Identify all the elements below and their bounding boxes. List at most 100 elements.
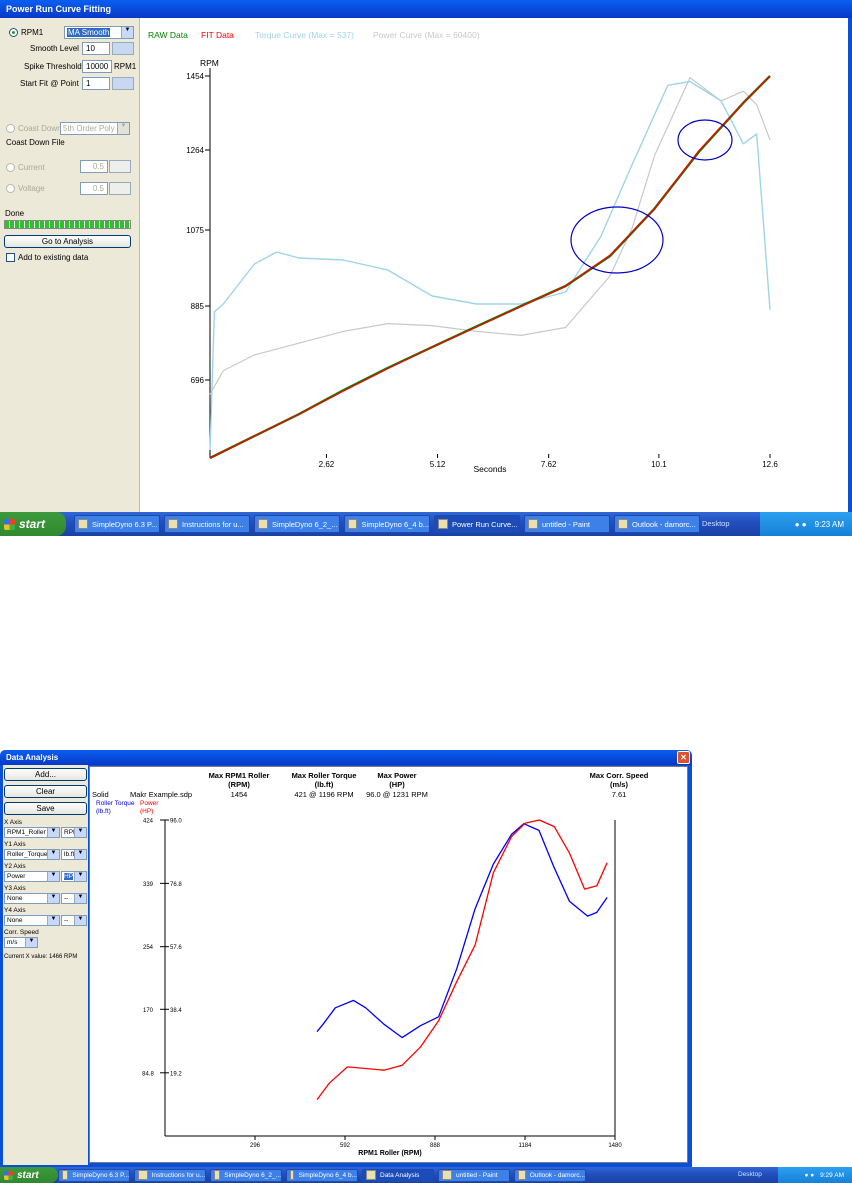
window1-titlebar[interactable]: Power Run Curve Fitting — [0, 0, 852, 18]
y2-tick-label: 19.2 — [170, 1071, 182, 1077]
corr-speed-select-value: m/s — [7, 939, 18, 946]
y1-tick-label: 170 — [143, 1008, 154, 1014]
start-button[interactable]: start — [0, 1167, 58, 1183]
clear-button[interactable]: Clear — [4, 785, 87, 798]
current-x-value: 1466 RPM — [49, 954, 78, 960]
chevron-down-icon[interactable]: ▼ — [47, 850, 59, 859]
tray-icons[interactable]: ● ● — [804, 1171, 815, 1179]
chevron-down-icon[interactable]: ▼ — [74, 828, 86, 837]
spike-threshold-input[interactable]: 10000 — [82, 60, 112, 73]
taskbar-top-item-3[interactable]: SimpleDyno 6_4 b... — [344, 515, 430, 533]
app-icon — [442, 1170, 452, 1180]
taskbar-top-item-label: Outlook - damorc... — [632, 519, 696, 529]
voltage-radio[interactable] — [6, 184, 15, 193]
close-icon[interactable]: ✕ — [677, 751, 690, 764]
chevron-down-icon[interactable]: ▼ — [74, 850, 86, 859]
y4-axis-unit-select[interactable]: -- ▼ — [61, 915, 87, 926]
taskbar-top-item-6[interactable]: Outlook - damorc... — [614, 515, 700, 533]
value-max-rpm: 1454 — [230, 790, 248, 799]
corr-speed-select[interactable]: m/s ▼ — [4, 937, 38, 948]
taskbar-bottom-item-label: untitled - Paint — [456, 1171, 498, 1179]
add-button[interactable]: Add... — [4, 768, 87, 781]
window2-title: Data Analysis — [6, 753, 59, 762]
current-stepper[interactable] — [109, 160, 131, 173]
start-fit-input[interactable]: 1 — [82, 77, 110, 90]
taskbar-bottom-item-2[interactable]: SimpleDyno 6_2_... — [210, 1168, 282, 1182]
windows-flag-icon — [4, 518, 15, 530]
analysis-chart-area: Max RPM1 Roller (RPM) 1454 Max Roller To… — [89, 766, 688, 1163]
x-tick-label: 1184 — [519, 1143, 533, 1149]
window2-titlebar[interactable]: Data Analysis ✕ — [0, 750, 692, 765]
y3-axis-select-value: None — [7, 895, 23, 902]
chevron-down-icon[interactable]: ▼ — [47, 916, 59, 925]
y2-tick-label: 57.6 — [170, 945, 182, 951]
smooth-level-input[interactable]: 10 — [82, 42, 110, 55]
desktop-label[interactable]: Desktop — [702, 519, 730, 528]
y4-axis-select[interactable]: None ▼ — [4, 915, 60, 926]
y1-axis-select[interactable]: Roller_Torque ▼ — [4, 849, 60, 860]
taskbar-bottom-item-label: Instructions for u... — [151, 1171, 205, 1179]
x-tick-label: 2.62 — [319, 460, 335, 469]
rpm1-radio[interactable] — [9, 28, 18, 37]
x-tick-label: 7.62 — [541, 460, 557, 469]
chevron-down-icon[interactable]: ▼ — [74, 916, 86, 925]
current-radio[interactable] — [6, 163, 15, 172]
current-input[interactable]: 0.5 — [80, 160, 108, 173]
taskbar-top-item-1[interactable]: Instructions for u... — [164, 515, 250, 533]
x-tick-label: 1480 — [608, 1143, 622, 1149]
smooth-level-stepper[interactable] — [112, 42, 134, 55]
x-axis-unit-select[interactable]: RPM ▼ — [61, 827, 87, 838]
chevron-down-icon[interactable]: ▼ — [47, 894, 59, 903]
taskbar-top-item-2[interactable]: SimpleDyno 6_2_... — [254, 515, 340, 533]
y1-axis-unit-select[interactable]: lb.ft ▼ — [61, 849, 87, 860]
chevron-down-icon[interactable]: ▼ — [74, 872, 86, 881]
tray-icons[interactable]: ● ● — [794, 519, 807, 529]
taskbar-bottom-item-1[interactable]: Instructions for u... — [134, 1168, 206, 1182]
x-axis-select[interactable]: RPM1_Roller ▼ — [4, 827, 60, 838]
chevron-down-icon[interactable]: ▼ — [47, 872, 59, 881]
taskbar-bottom-item-5[interactable]: untitled - Paint — [438, 1168, 510, 1182]
add-to-existing-checkbox[interactable] — [6, 253, 15, 262]
start-button[interactable]: start — [0, 512, 66, 536]
app-icon — [348, 519, 358, 529]
add-to-existing-label: Add to existing data — [18, 253, 89, 262]
header-max-power-title: Max Power — [377, 771, 417, 780]
taskbar-bottom-item-3[interactable]: SimpleDyno 6_4 b... — [286, 1168, 358, 1182]
chevron-down-icon[interactable]: ▼ — [47, 828, 59, 837]
smooth-level-label: Smooth Level — [30, 44, 79, 53]
x-axis-title: Seconds — [473, 464, 506, 474]
go-to-analysis-button[interactable]: Go to Analysis — [4, 235, 131, 248]
chevron-down-icon[interactable]: ▼ — [74, 894, 86, 903]
coast-down-radio[interactable] — [6, 124, 15, 133]
taskbar-top-item-0[interactable]: SimpleDyno 6.3 P... — [74, 515, 160, 533]
taskbar-top-item-5[interactable]: untitled - Paint — [524, 515, 610, 533]
coast-down-select[interactable]: 5th Order Poly ▼ — [60, 122, 130, 135]
y3-axis-select[interactable]: None ▼ — [4, 893, 60, 904]
app-icon — [528, 519, 538, 529]
taskbar-bottom-item-label: SimpleDyno 6_4 b... — [298, 1171, 357, 1179]
desktop-label[interactable]: Desktop — [738, 1171, 762, 1178]
y1-axis-label: Y1 Axis — [4, 841, 26, 848]
chevron-down-icon[interactable]: ▼ — [25, 938, 37, 947]
taskbar-bottom-item-6[interactable]: Outlook - damorc... — [514, 1168, 586, 1182]
y2-axis-unit-select[interactable]: HP ▼ — [61, 871, 87, 882]
chevron-down-icon[interactable]: ▼ — [121, 27, 133, 38]
smoothing-select[interactable]: MA Smooth ▼ — [64, 26, 134, 39]
voltage-input[interactable]: 0.5 — [80, 182, 108, 195]
power-curve-line — [209, 76, 771, 395]
save-button[interactable]: Save — [4, 802, 87, 815]
row-line-style: Solid — [92, 790, 109, 799]
y3-axis-unit-select[interactable]: -- ▼ — [61, 893, 87, 904]
value-max-torque: 421 @ 1196 RPM — [294, 790, 354, 799]
chevron-down-icon[interactable]: ▼ — [117, 123, 129, 134]
y2-axis-select[interactable]: Power ▼ — [4, 871, 60, 882]
header-max-corr-speed-unit: (m/s) — [610, 780, 628, 789]
start-fit-stepper[interactable] — [112, 77, 134, 90]
taskbar-bottom-item-4[interactable]: Data Analysis — [362, 1168, 434, 1182]
taskbar-bottom-item-label: Outlook - damorc... — [529, 1171, 585, 1179]
progress-bar — [4, 220, 131, 229]
taskbar-bottom-item-0[interactable]: SimpleDyno 6.3 P... — [58, 1168, 130, 1182]
voltage-stepper[interactable] — [109, 182, 131, 195]
taskbar-top-item-4[interactable]: Power Run Curve... — [434, 515, 520, 533]
app-icon — [138, 1170, 148, 1180]
